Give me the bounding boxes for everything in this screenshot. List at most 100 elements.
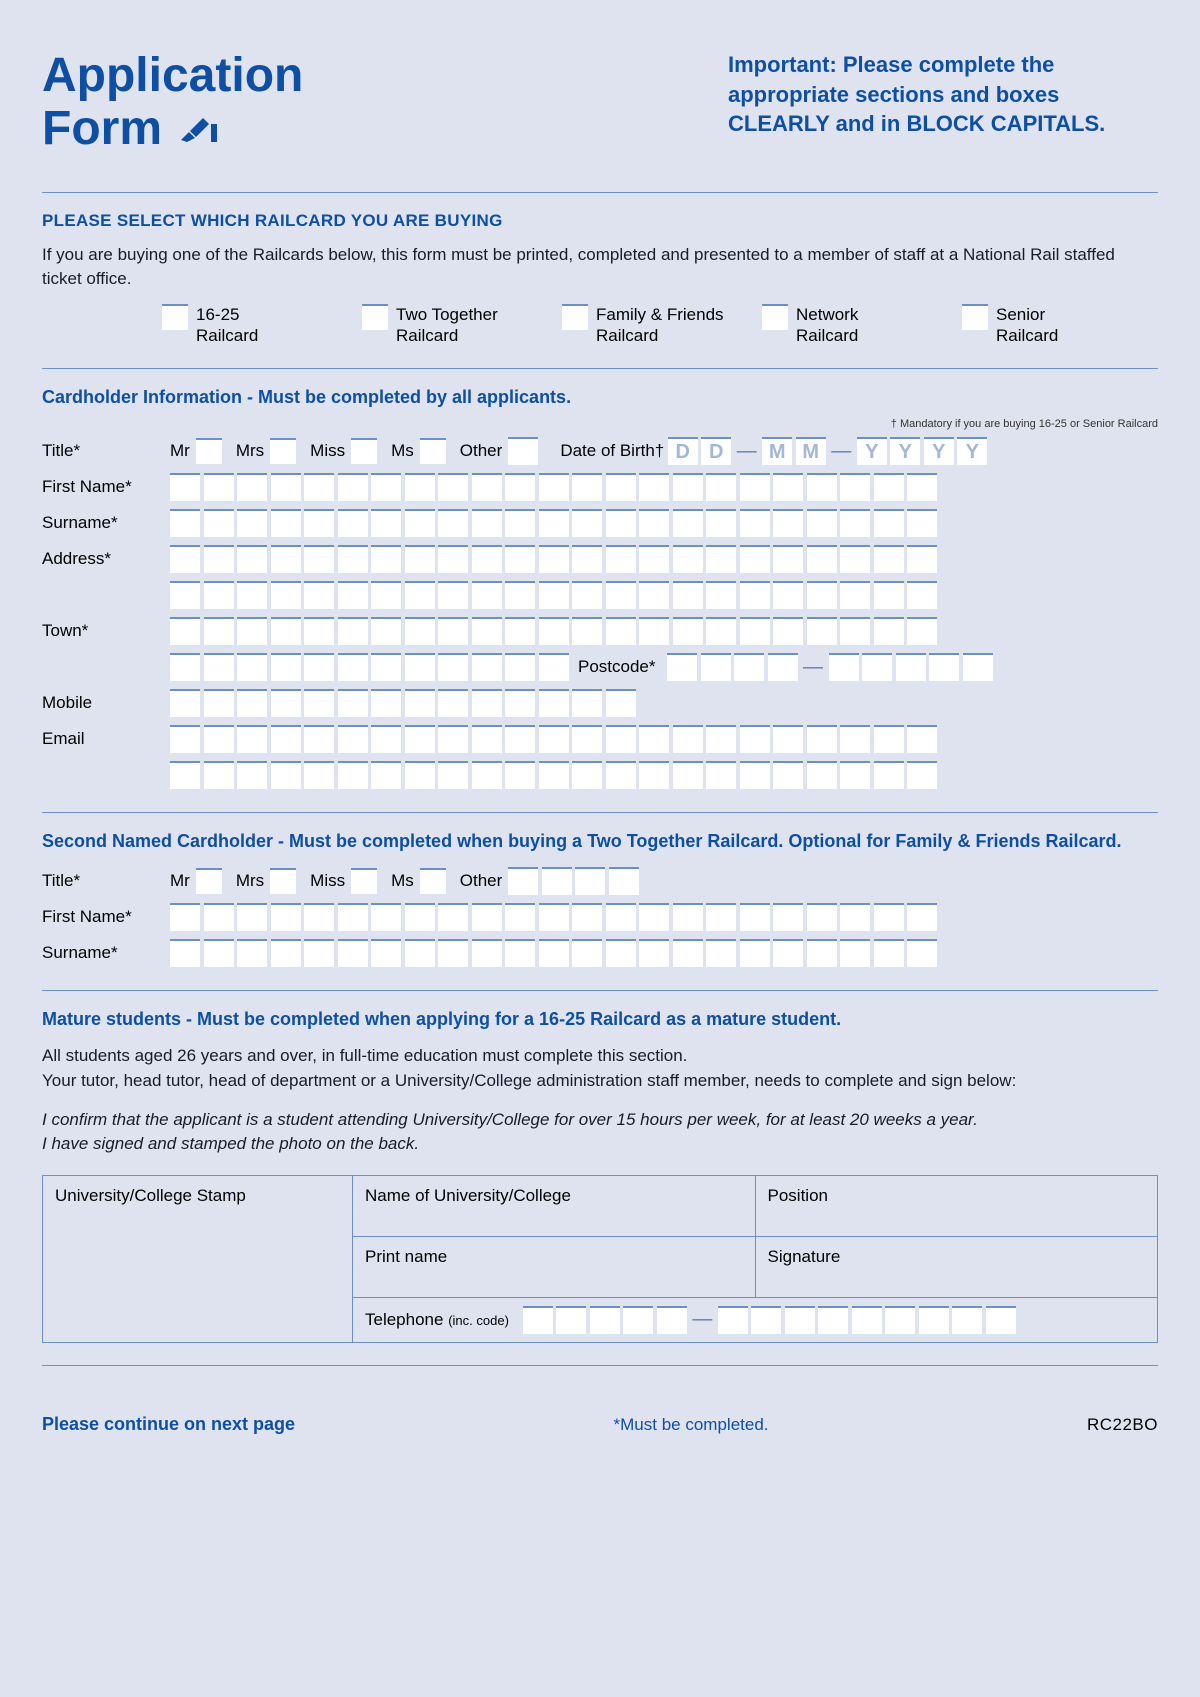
input-box[interactable] <box>606 939 636 967</box>
input-box[interactable] <box>623 1306 653 1334</box>
input-box[interactable] <box>371 903 401 931</box>
input-box[interactable] <box>874 761 904 789</box>
input-box[interactable] <box>639 473 669 501</box>
input-box[interactable] <box>740 725 770 753</box>
input-box[interactable] <box>371 653 401 681</box>
input-box[interactable] <box>874 545 904 573</box>
input-box[interactable] <box>706 581 736 609</box>
input-box[interactable] <box>304 509 334 537</box>
input-box[interactable] <box>472 689 502 717</box>
input-box[interactable] <box>237 903 267 931</box>
input-box[interactable] <box>204 939 234 967</box>
input-box[interactable] <box>539 903 569 931</box>
input-box[interactable] <box>673 545 703 573</box>
input-box[interactable] <box>556 1306 586 1334</box>
input-box[interactable] <box>773 473 803 501</box>
input-box[interactable] <box>706 903 736 931</box>
checkbox[interactable] <box>351 868 377 894</box>
input-box[interactable] <box>740 509 770 537</box>
input-box[interactable] <box>773 761 803 789</box>
checkbox[interactable] <box>196 438 222 464</box>
checkbox[interactable] <box>270 438 296 464</box>
input-box[interactable] <box>606 545 636 573</box>
input-box[interactable] <box>840 545 870 573</box>
input-box[interactable] <box>371 939 401 967</box>
input-box[interactable] <box>304 939 334 967</box>
input-box[interactable] <box>542 867 572 895</box>
input-box[interactable] <box>718 1306 748 1334</box>
input-box[interactable] <box>840 473 870 501</box>
input-box[interactable] <box>572 545 602 573</box>
input-box[interactable] <box>338 761 368 789</box>
input-box[interactable] <box>271 581 301 609</box>
input-box[interactable] <box>673 725 703 753</box>
input-box[interactable] <box>472 653 502 681</box>
railcard-option[interactable]: 16-25Railcard <box>162 304 352 347</box>
input-box[interactable] <box>204 617 234 645</box>
input-box[interactable] <box>907 509 937 537</box>
input-box[interactable] <box>271 509 301 537</box>
input-box[interactable] <box>907 581 937 609</box>
input-box[interactable] <box>304 761 334 789</box>
input-box[interactable] <box>405 653 435 681</box>
input-box[interactable]: D <box>668 437 698 465</box>
input-box[interactable] <box>338 689 368 717</box>
input-box[interactable] <box>706 725 736 753</box>
input-box[interactable]: Y <box>924 437 954 465</box>
input-box[interactable] <box>840 761 870 789</box>
input-box[interactable] <box>907 545 937 573</box>
input-box[interactable] <box>505 903 535 931</box>
input-box[interactable] <box>874 903 904 931</box>
input-box[interactable] <box>237 653 267 681</box>
input-box[interactable] <box>572 509 602 537</box>
input-box[interactable] <box>508 437 538 465</box>
input-box[interactable] <box>170 689 200 717</box>
input-box[interactable] <box>572 581 602 609</box>
input-box[interactable]: D <box>701 437 731 465</box>
checkbox[interactable] <box>962 304 988 330</box>
input-box[interactable] <box>508 867 538 895</box>
input-box[interactable] <box>472 509 502 537</box>
input-box[interactable] <box>840 725 870 753</box>
input-box[interactable] <box>472 725 502 753</box>
input-box[interactable] <box>204 581 234 609</box>
input-box[interactable] <box>829 653 859 681</box>
input-box[interactable] <box>706 617 736 645</box>
input-box[interactable] <box>438 545 468 573</box>
input-box[interactable] <box>170 581 200 609</box>
input-box[interactable] <box>768 653 798 681</box>
input-box[interactable] <box>539 617 569 645</box>
railcard-option[interactable]: Two TogetherRailcard <box>362 304 552 347</box>
input-box[interactable] <box>706 761 736 789</box>
input-box[interactable] <box>907 725 937 753</box>
input-box[interactable] <box>472 581 502 609</box>
input-box[interactable] <box>539 581 569 609</box>
input-box[interactable] <box>840 939 870 967</box>
input-box[interactable] <box>740 581 770 609</box>
input-box[interactable] <box>952 1306 982 1334</box>
input-box[interactable] <box>673 509 703 537</box>
input-box[interactable] <box>701 653 731 681</box>
input-box[interactable] <box>371 761 401 789</box>
input-box[interactable] <box>740 473 770 501</box>
input-box[interactable] <box>639 581 669 609</box>
input-box[interactable] <box>907 473 937 501</box>
signature-cell[interactable]: Signature <box>756 1237 1158 1297</box>
input-box[interactable] <box>539 725 569 753</box>
input-box[interactable] <box>237 509 267 537</box>
input-box[interactable] <box>575 867 605 895</box>
input-box[interactable] <box>807 581 837 609</box>
railcard-option[interactable]: Family & FriendsRailcard <box>562 304 752 347</box>
input-box[interactable]: Y <box>890 437 920 465</box>
input-box[interactable] <box>170 939 200 967</box>
input-box[interactable] <box>639 617 669 645</box>
input-box[interactable] <box>304 903 334 931</box>
uni-name-cell[interactable]: Name of University/College <box>353 1176 756 1236</box>
input-box[interactable] <box>539 473 569 501</box>
input-box[interactable] <box>505 509 535 537</box>
input-box[interactable] <box>338 903 368 931</box>
input-box[interactable] <box>852 1306 882 1334</box>
input-box[interactable] <box>304 725 334 753</box>
input-box[interactable]: M <box>762 437 792 465</box>
input-box[interactable] <box>606 509 636 537</box>
